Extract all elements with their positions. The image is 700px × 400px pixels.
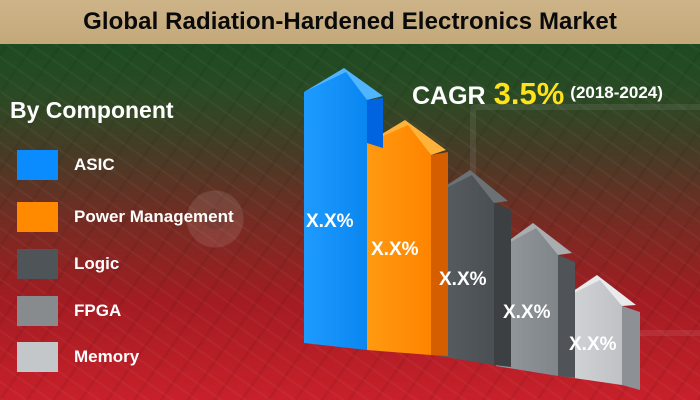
- legend-label: Power Management: [74, 207, 234, 226]
- legend-swatch: [17, 202, 58, 232]
- legend-label: Memory: [74, 347, 140, 366]
- bar-asic: [304, 68, 383, 350]
- bar-label-fpga: X.X%: [503, 302, 551, 323]
- legend-item-power-management: Power Management: [17, 202, 234, 232]
- cagr-value: 3.5%: [493, 76, 565, 111]
- legend-label: Logic: [74, 254, 120, 273]
- legend-item-asic: ASIC: [17, 150, 115, 180]
- legend-swatch: [17, 296, 58, 326]
- legend-label: FPGA: [74, 301, 122, 320]
- bar-label-power-management: X.X%: [371, 239, 419, 260]
- title-bar: Global Radiation-Hardened Electronics Ma…: [0, 0, 700, 44]
- bar-fpga: [496, 223, 575, 378]
- legend-swatch: [17, 342, 58, 372]
- chart-title: Global Radiation-Hardened Electronics Ma…: [83, 8, 617, 35]
- cagr-callout: CAGR 3.5% (2018-2024): [412, 76, 663, 112]
- bar-label-memory: X.X%: [569, 334, 617, 355]
- bar-label-asic: X.X%: [306, 211, 354, 232]
- legend-title: By Component: [10, 97, 174, 123]
- legend-item-fpga: FPGA: [17, 296, 121, 326]
- legend-label: ASIC: [74, 155, 115, 174]
- legend-item-memory: Memory: [17, 342, 139, 372]
- cagr-label: CAGR: [412, 82, 486, 110]
- legend-item-logic: Logic: [17, 249, 119, 279]
- bar-label-logic: X.X%: [439, 269, 487, 290]
- bar-power-management: [367, 120, 448, 356]
- cagr-period: (2018-2024): [570, 83, 663, 102]
- legend-swatch: [17, 150, 58, 180]
- legend-swatch: [17, 249, 58, 279]
- bar-memory: [560, 275, 640, 390]
